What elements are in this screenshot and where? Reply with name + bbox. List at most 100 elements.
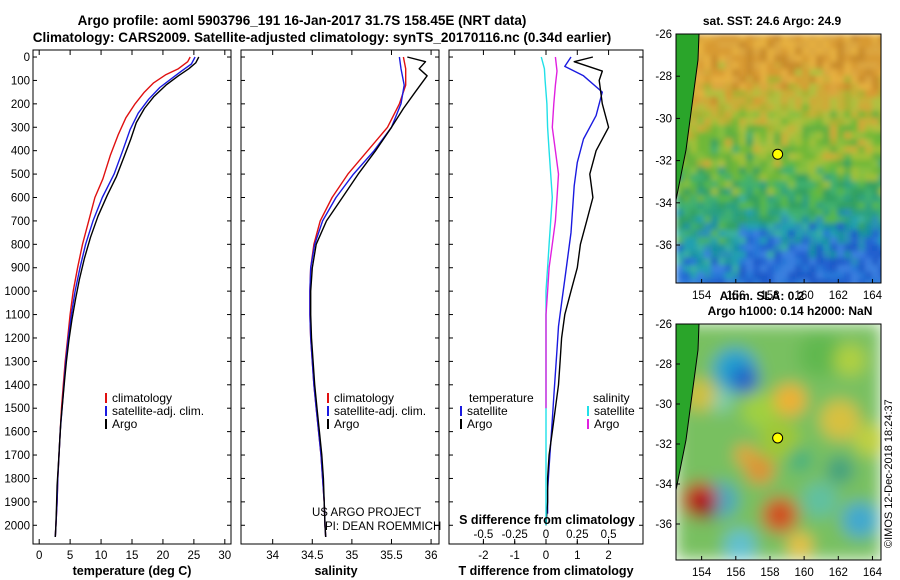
sst-cell [746,34,754,42]
sst-cell [760,202,768,210]
sst-cell [753,181,761,189]
sla-map-axes: 154 156 158 160 162 164 -26 -28 -30 -32 -34 -36 [655,319,882,579]
sst-cell [690,160,698,168]
sst-cell [739,230,747,238]
sst-cell [774,125,782,133]
x-tick-label: 10 [95,550,108,562]
lon-tick-label: 156 [726,290,745,302]
sst-cell [746,216,754,224]
sst-cell [739,132,747,140]
sst-cell [683,146,691,154]
sst-cell [802,167,810,175]
sst-cell [718,258,726,266]
sst-cell [781,90,789,98]
sst-cell [725,167,733,175]
sst-cell [795,41,803,49]
sst-cell [816,195,824,203]
sst-cell [753,97,761,105]
sst-cell [809,188,817,196]
lon-tick-label: 162 [829,567,848,579]
sst-cell [858,90,866,98]
sst-cell [872,132,880,140]
sst-cell [718,125,726,133]
sst-cell [809,125,817,133]
sst-cell [746,167,754,175]
lat-tick-label: -34 [655,479,672,491]
sst-cell [704,181,712,189]
depth-tick-label: 1400 [4,380,30,392]
sst-cell [795,216,803,224]
sst-cell [760,244,768,252]
t-difference-axis-label: T difference from climatology [458,564,633,578]
sst-cell [746,153,754,161]
sst-cell [704,55,712,63]
sst-cell [879,62,881,70]
sst-cell [767,111,775,119]
sst-cell [816,111,824,119]
sst-cell [781,146,789,154]
sst-cell [746,174,754,182]
sst-cell [697,195,705,203]
sst-cell [725,244,733,252]
sst-cell [795,202,803,210]
sst-cell [683,258,691,266]
sst-cell [697,160,705,168]
sst-cell [851,272,859,280]
sst-cell [837,279,845,283]
sst-cell [816,265,824,273]
sst-cell [683,216,691,224]
sst-cell [830,202,838,210]
sst-cell [865,244,873,252]
sst-cell [739,188,747,196]
sst-cell [683,244,691,252]
sst-cell [690,118,698,126]
sst-cell [697,132,705,140]
sst-cell [676,258,684,266]
sst-cell [760,209,768,217]
sst-cell [872,34,880,42]
sst-cell [795,160,803,168]
sst-cell [809,237,817,245]
sst-cell [865,90,873,98]
sst-cell [781,244,789,252]
sst-cell [795,97,803,105]
sst-cell [725,223,733,231]
sst-cell [823,279,831,283]
sst-cell [816,48,824,56]
sst-cell [858,195,866,203]
sst-cell [697,153,705,161]
sst-cell [851,48,859,56]
sst-cell [865,83,873,91]
sst-cell [718,216,726,224]
sst-cell [802,202,810,210]
sst-cell [753,279,761,283]
x-tick-label: 0 [36,550,42,562]
sst-cell [872,258,880,266]
sst-cell [844,97,852,105]
sla-map-frame [675,323,882,561]
sst-cell [767,90,775,98]
depth-tick-label: 2000 [4,520,30,532]
sst-cell [788,195,796,203]
sst-cell [732,174,740,182]
sst-cell [718,62,726,70]
sst-cell [865,237,873,245]
sst-cell [865,265,873,273]
sst-cell [767,251,775,259]
depth-tick-label: 400 [11,146,30,158]
sst-cell [837,188,845,196]
sst-cell [718,104,726,112]
sst-cell [872,279,880,283]
sst-cell [823,251,831,259]
sst-cell [739,216,747,224]
sst-cell [837,181,845,189]
sst-cell [865,132,873,140]
sst-cell [879,244,881,252]
legend-label-climatology: climatology [112,391,172,405]
sst-cell [760,139,768,147]
sst-cell [823,223,831,231]
sst-cell [704,223,712,231]
sst-cell [858,279,866,283]
sst-cell [844,237,852,245]
sst-cell [767,244,775,252]
